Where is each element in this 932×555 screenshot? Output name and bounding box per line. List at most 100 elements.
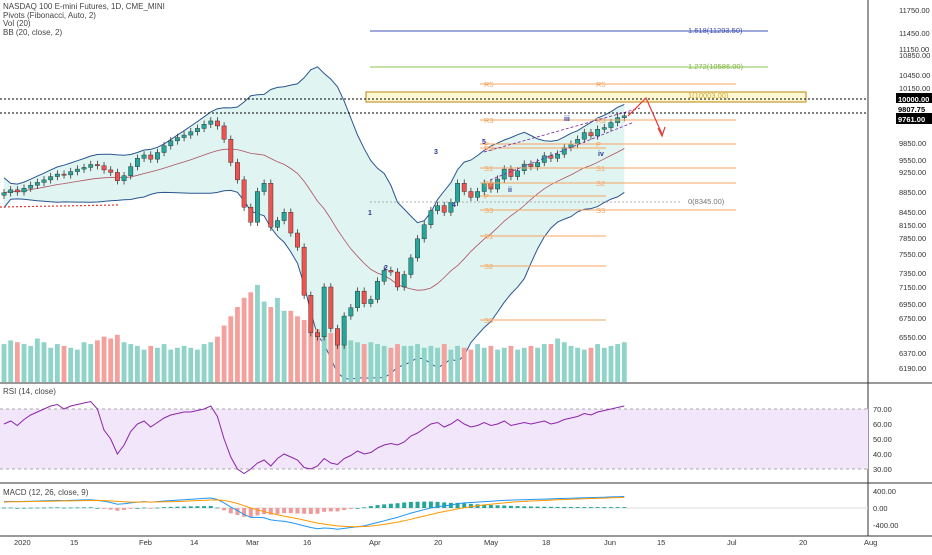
candle-body xyxy=(34,182,40,186)
macd-histogram-bar xyxy=(515,506,520,508)
candle-body xyxy=(94,164,100,166)
macd-histogram-bar xyxy=(2,507,6,509)
volume-bar xyxy=(181,345,187,382)
time-tick-label: Apr xyxy=(369,538,381,547)
time-tick-label: Jul xyxy=(727,538,737,547)
volume-bar xyxy=(168,349,174,382)
macd-histogram-bar xyxy=(482,504,487,508)
volume-bar xyxy=(368,342,374,382)
indicator-bb-label[interactable]: BB (20, close, 2) xyxy=(3,27,63,37)
price-badge xyxy=(896,103,932,114)
volume-bar xyxy=(268,307,274,382)
macd-histogram-bar xyxy=(315,508,320,514)
macd-histogram-bar xyxy=(242,508,247,517)
macd-pane-label[interactable]: MACD (12, 26, close, 9) xyxy=(3,488,89,497)
candle-body xyxy=(41,179,47,183)
volume-bar xyxy=(441,344,447,382)
price-tick-label: 11450.00 xyxy=(899,29,930,38)
time-tick-label: 14 xyxy=(190,538,198,547)
volume-bar xyxy=(615,344,621,382)
volume-bar xyxy=(508,345,514,382)
price-badge-label: 9807.75 xyxy=(898,105,925,114)
candle-body xyxy=(355,290,360,308)
fib-label-1272: 1.272(10586.00) xyxy=(688,62,744,71)
candle-body xyxy=(121,175,127,181)
volume-bar xyxy=(68,347,74,382)
volume-bar xyxy=(455,345,460,382)
volume-bar xyxy=(321,331,327,382)
volume-bar xyxy=(348,340,354,382)
candle-body xyxy=(561,147,567,155)
pivot-label-left: S3 xyxy=(484,316,493,325)
macd-histogram-bar xyxy=(442,502,447,508)
macd-histogram-bar xyxy=(388,503,393,508)
candle-body xyxy=(108,169,114,173)
macd-histogram-bar xyxy=(202,506,207,508)
candle-body xyxy=(308,295,314,333)
volume-bar xyxy=(561,342,567,382)
macd-histogram-bar xyxy=(575,507,580,508)
pivot-label-right: S2 xyxy=(484,179,493,188)
rsi-pane-label[interactable]: RSI (14, close) xyxy=(3,387,56,396)
indicator-pivots-label[interactable]: Pivots (Fibonacci, Auto, 2) xyxy=(3,10,96,20)
candle-body xyxy=(248,207,254,223)
volume-bar xyxy=(1,344,7,382)
wave-label: iii xyxy=(564,116,570,123)
wedge-upper-line xyxy=(483,107,641,153)
candle-body xyxy=(495,178,500,190)
candle-body xyxy=(515,170,520,177)
indicator-volume-label[interactable]: Vol (20) xyxy=(3,19,31,29)
candle-body xyxy=(201,124,207,129)
price-tick-label: 10850.00 xyxy=(899,51,930,60)
volume-bar xyxy=(175,347,180,382)
macd-histogram-bar xyxy=(395,503,400,508)
wave-label: 1 xyxy=(368,210,372,217)
macd-histogram-bar xyxy=(208,506,213,508)
wave-label: ii xyxy=(508,187,512,194)
candle-body xyxy=(275,220,280,228)
candle-body xyxy=(68,171,74,176)
macd-histogram-bar xyxy=(115,508,120,511)
macd-histogram-bar xyxy=(175,506,180,508)
time-tick-label: 2020 xyxy=(14,538,31,547)
volume-bar xyxy=(241,297,247,382)
price-tick-label: 6370.00 xyxy=(899,349,926,358)
volume-bar xyxy=(275,297,280,382)
candle-body xyxy=(268,183,274,228)
volume-bar xyxy=(541,344,547,382)
macd-histogram-bar xyxy=(522,506,527,508)
volume-bar xyxy=(475,344,480,382)
price-tick-label: 11150.00 xyxy=(899,45,929,54)
macd-histogram-bar xyxy=(622,507,627,508)
macd-histogram-bar xyxy=(322,508,327,512)
macd-histogram-bar xyxy=(82,507,87,509)
macd-histogram-bar xyxy=(155,507,160,509)
wave-label: iv xyxy=(598,151,604,158)
volume-bar xyxy=(581,349,587,382)
rsi-tick-label: 70.00 xyxy=(873,405,892,414)
volume-bar xyxy=(495,349,500,382)
volume-bar xyxy=(408,345,414,382)
volume-bar xyxy=(341,338,347,382)
macd-histogram-bar xyxy=(15,507,20,509)
volume-bar xyxy=(481,347,487,382)
macd-histogram-bar xyxy=(362,507,367,509)
volume-bar xyxy=(375,344,380,382)
volume-bar xyxy=(281,310,287,382)
candle-body xyxy=(401,274,407,288)
candle-body xyxy=(321,286,327,337)
macd-histogram-bar xyxy=(22,507,27,509)
rsi-tick-label: 60.00 xyxy=(873,420,892,429)
candle-body xyxy=(215,120,220,127)
volume-bar xyxy=(515,349,520,382)
volume-bar xyxy=(435,347,440,382)
macd-histogram-bar xyxy=(42,507,47,509)
price-tick-label: 8850.00 xyxy=(899,188,926,197)
candle-body xyxy=(21,187,27,193)
macd-histogram-bar xyxy=(295,508,300,514)
candle-body xyxy=(415,238,420,259)
volume-bar xyxy=(428,345,434,382)
support-dotted-line xyxy=(0,204,119,208)
